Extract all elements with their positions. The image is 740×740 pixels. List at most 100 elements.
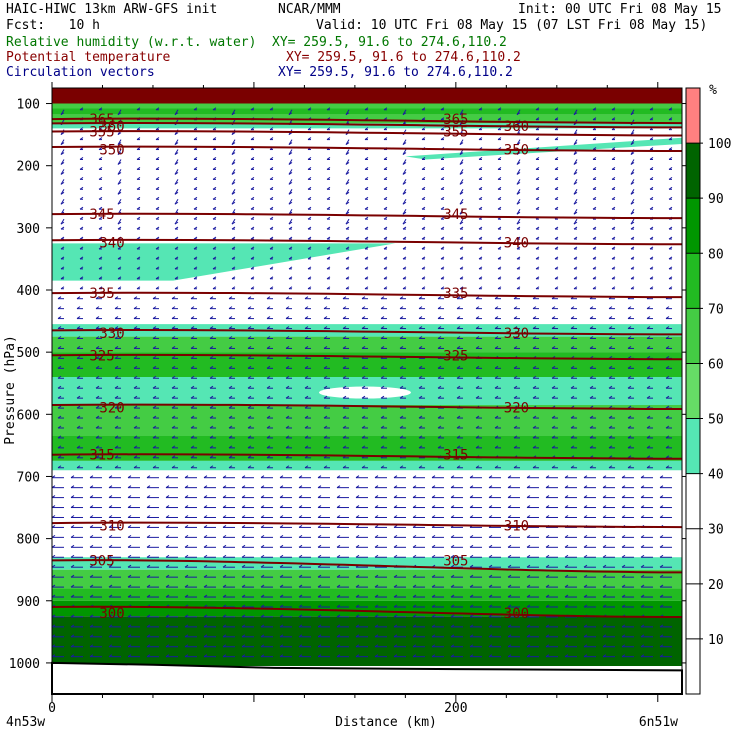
- wind-vector-head: [70, 554, 75, 558]
- wind-vector-head: [374, 485, 379, 489]
- wind-vector-head: [564, 564, 569, 568]
- wind-vector-head: [564, 644, 569, 648]
- wind-vector-head: [602, 634, 607, 638]
- wind-vector-head: [95, 395, 100, 399]
- wind-vector-head: [383, 107, 388, 111]
- wind-vector-head: [393, 495, 398, 499]
- wind-vector-head: [98, 137, 103, 141]
- wind-vector-head: [456, 346, 461, 349]
- wind-vector-head: [551, 435, 556, 439]
- wind-vector-head: [193, 176, 198, 180]
- wind-vector-head: [190, 455, 195, 459]
- wind-vector-head: [70, 515, 75, 518]
- wind-vector-head: [285, 465, 290, 469]
- wind-vector-head: [269, 226, 274, 230]
- wind-vector-head: [393, 594, 398, 598]
- wind-vector-head: [146, 564, 151, 568]
- wind-vector-head: [171, 415, 176, 419]
- wind-vector-head: [288, 181, 293, 185]
- wind-vector-head: [507, 475, 512, 479]
- wind-vector-head: [266, 385, 271, 389]
- wind-vector-head: [507, 654, 512, 658]
- wind-vector-head: [668, 157, 673, 160]
- wind-vector-head: [630, 246, 635, 250]
- wind-vector-head: [437, 385, 442, 389]
- wind-vector-head: [298, 564, 303, 568]
- rh-band: [52, 243, 396, 281]
- wind-vector-head: [583, 515, 588, 518]
- wind-vector-head: [222, 475, 227, 479]
- theta-label: 315: [89, 448, 114, 464]
- wind-vector-head: [114, 365, 119, 369]
- wind-vector-head: [412, 634, 417, 638]
- wind-vector-head: [228, 296, 233, 300]
- wind-vector-head: [174, 236, 179, 240]
- wind-vector-head: [374, 525, 379, 528]
- wind-vector-head: [108, 534, 113, 538]
- theta-label: 330: [504, 326, 529, 342]
- wind-vector-head: [190, 375, 195, 379]
- wind-vector-head: [440, 137, 445, 141]
- wind-vector-head: [554, 226, 559, 230]
- wind-vector-head: [592, 176, 597, 180]
- wind-vector-head: [260, 544, 265, 548]
- wind-vector-head: [456, 296, 461, 300]
- wind-vector-head: [421, 196, 426, 200]
- wind-vector-head: [507, 634, 512, 638]
- wind-vector-head: [127, 654, 132, 658]
- wind-vector-head: [412, 505, 417, 508]
- wind-vector-head: [57, 435, 62, 439]
- wind-vector-head: [307, 236, 312, 240]
- wind-vector-head: [497, 236, 502, 240]
- wind-vector-head: [114, 385, 119, 389]
- wind-vector-head: [127, 544, 132, 548]
- wind-vector-head: [630, 132, 635, 136]
- wind-vector-head: [450, 574, 455, 578]
- wind-vector-head: [98, 236, 103, 240]
- wind-vector-head: [250, 246, 255, 250]
- wind-vector-head: [627, 455, 632, 459]
- wind-vector-head: [70, 485, 75, 489]
- wind-vector-head: [611, 246, 616, 250]
- wind-vector-head: [418, 326, 423, 329]
- wind-vector-head: [152, 465, 157, 469]
- wind-vector-head: [649, 117, 654, 121]
- wind-vector-head: [184, 614, 189, 618]
- wind-vector-head: [450, 554, 455, 558]
- wind-vector-head: [469, 584, 474, 588]
- wind-vector-head: [437, 336, 442, 339]
- wind-vector-head: [431, 485, 436, 489]
- wind-vector-head: [98, 196, 103, 200]
- wind-vector-head: [608, 336, 613, 339]
- wind-vector-head: [516, 181, 521, 185]
- wind-vector-head: [241, 604, 246, 608]
- wind-vector-head: [231, 286, 236, 290]
- wind-vector-head: [266, 336, 271, 339]
- wind-vector-head: [459, 191, 464, 195]
- wind-vector-head: [488, 485, 493, 489]
- wind-vector-head: [355, 604, 360, 608]
- wind-vector-head: [573, 152, 578, 155]
- wind-vector-head: [266, 365, 271, 369]
- wind-vector-head: [326, 236, 331, 240]
- wind-vector-head: [260, 525, 265, 528]
- wind-vector-head: [659, 574, 664, 578]
- wind-vector-head: [611, 226, 616, 230]
- wind-vector-head: [513, 365, 518, 369]
- wind-vector-head: [184, 584, 189, 588]
- wind-vector-head: [60, 172, 65, 175]
- wind-vector-head: [114, 355, 119, 359]
- wind-vector-head: [174, 286, 179, 290]
- wind-vector-head: [117, 246, 122, 250]
- wind-vector-head: [174, 112, 179, 116]
- wind-vector-head: [659, 544, 664, 548]
- wind-vector-head: [494, 415, 499, 419]
- wind-vector-head: [412, 495, 417, 499]
- wind-vector-head: [190, 405, 195, 409]
- wind-vector-head: [402, 152, 407, 155]
- wind-vector-head: [127, 515, 132, 518]
- wind-vector-head: [70, 475, 75, 479]
- wind-vector-head: [646, 375, 651, 379]
- wind-vector-head: [336, 544, 341, 548]
- wind-vector-head: [554, 256, 559, 260]
